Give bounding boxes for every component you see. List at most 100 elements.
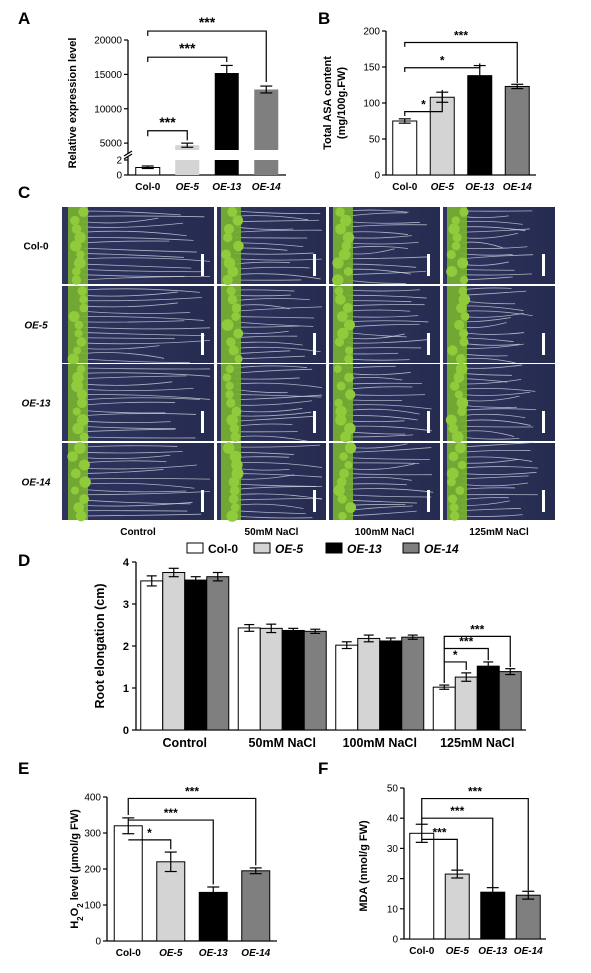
root [234, 229, 322, 233]
root [81, 217, 159, 224]
root [346, 304, 425, 307]
root [234, 382, 323, 389]
y-tick-label: 0 [374, 171, 380, 182]
root [81, 320, 185, 323]
bar-col-0-1 [237, 627, 261, 731]
seedling-leaf [222, 442, 235, 454]
seedling-leaf [79, 432, 89, 442]
significance-1-bracket [147, 56, 228, 62]
root [234, 435, 309, 442]
root [81, 274, 211, 277]
root [81, 291, 178, 297]
root [346, 382, 423, 385]
seedling-leaf [74, 442, 86, 454]
x-tick-label-oe-13: OE-13 [212, 182, 241, 193]
root [81, 302, 178, 308]
seedling-leaf [228, 476, 240, 488]
seedling-leaf [341, 241, 352, 251]
root [346, 241, 419, 245]
root [460, 391, 531, 396]
seedling-leaf [336, 477, 347, 487]
seedling-leaf [458, 286, 468, 296]
seedling-leaf [230, 503, 240, 512]
seedling-leaf [72, 422, 84, 435]
root [460, 254, 534, 260]
scale-bar [201, 490, 204, 512]
photo-column-label-3: 125mM NaCl [469, 527, 529, 538]
seedling-leaf [221, 249, 232, 260]
seedling-leaf [229, 485, 240, 496]
scale-bar [313, 490, 316, 512]
seedling-leaf [344, 460, 353, 470]
bar-oe-13-lower [214, 160, 239, 175]
root [81, 358, 190, 364]
root [460, 456, 533, 462]
seedling-leaf [223, 257, 236, 269]
y-axis-title-line2: (mg/100g.FW) [336, 67, 348, 139]
scale-bar [313, 411, 316, 433]
bar-oe-14-1 [303, 630, 327, 731]
root [234, 346, 321, 353]
root [234, 510, 306, 514]
y-tick-label: 30 [387, 844, 399, 855]
seedling-leaf [338, 511, 347, 521]
y-tick-label: 0 [123, 725, 129, 737]
bar-oe-13 [198, 891, 228, 942]
root [81, 240, 170, 244]
bar-oe-13-0 [184, 579, 208, 731]
y-tick-label: 10 [387, 904, 399, 915]
chart-a-expression: 5000 10000 15000 20000 0 2 Relative expression… [67, 14, 286, 193]
scale-bar [427, 411, 430, 433]
photo-oe-14-0 [62, 442, 214, 522]
bar-col-0 [409, 832, 435, 940]
seedling-leaf [457, 257, 469, 269]
seedling-leaf [229, 450, 242, 463]
root [81, 410, 166, 414]
seedling-leaf [343, 319, 355, 331]
scale-bar [201, 411, 204, 433]
seedling-photo-grid: Col-0 OE-5 OE-13 OE-14 Control 50mM NaCl 100mM… [22, 206, 555, 538]
seedling-leaf [345, 389, 356, 400]
y-axis-title: H2O2 level (μmol/g FW) [69, 809, 85, 929]
root [234, 444, 320, 448]
scale-bar [313, 254, 316, 276]
chart-d-root-elongation: 0 1 2 3 4 Root elongation (cm) Control 50mM NaC… [93, 542, 526, 750]
bar-oe-5-lower [175, 160, 200, 175]
root [81, 401, 176, 406]
root [346, 408, 420, 415]
root [81, 436, 196, 439]
seedling-leaf [335, 294, 346, 305]
root [81, 451, 183, 454]
legend-label-col-0: Col-0 [208, 542, 238, 556]
significance-2-bracket [421, 797, 529, 891]
panel-letter-f: F [318, 759, 328, 778]
seedling-leaf [344, 346, 354, 355]
seedling-leaf [222, 274, 233, 286]
photo-oe-5-3 [443, 286, 555, 364]
root [234, 411, 312, 417]
bar-oe-13-upper [214, 73, 239, 150]
photo-column-label-1: 50mM NaCl [245, 527, 299, 538]
x-tick-label-oe-13: OE-13 [199, 948, 228, 959]
scale-bar [542, 490, 545, 512]
root [81, 257, 211, 262]
y-tick-label: 50 [387, 784, 399, 795]
seedling-leaf [78, 206, 89, 218]
root [234, 365, 307, 369]
y-axis-title: Root elongation (cm) [93, 584, 107, 709]
seedling-leaf [339, 214, 352, 227]
seedling-leaf [448, 494, 458, 504]
seedling-leaf [447, 477, 456, 487]
y-axis-title: MDA (nmol/g FW) [358, 820, 370, 912]
bar-oe-14-0 [206, 576, 230, 731]
seedling-leaf [339, 452, 348, 461]
root [346, 447, 432, 453]
bar-oe-5-1 [259, 627, 283, 731]
bar-col-0-3 [432, 686, 456, 731]
root [81, 310, 191, 314]
seedling-leaf [335, 414, 347, 426]
root [460, 408, 537, 411]
y-tick-label: 100 [84, 901, 101, 912]
seedling-leaf [451, 431, 464, 443]
photo-oe-5-2 [329, 286, 440, 364]
